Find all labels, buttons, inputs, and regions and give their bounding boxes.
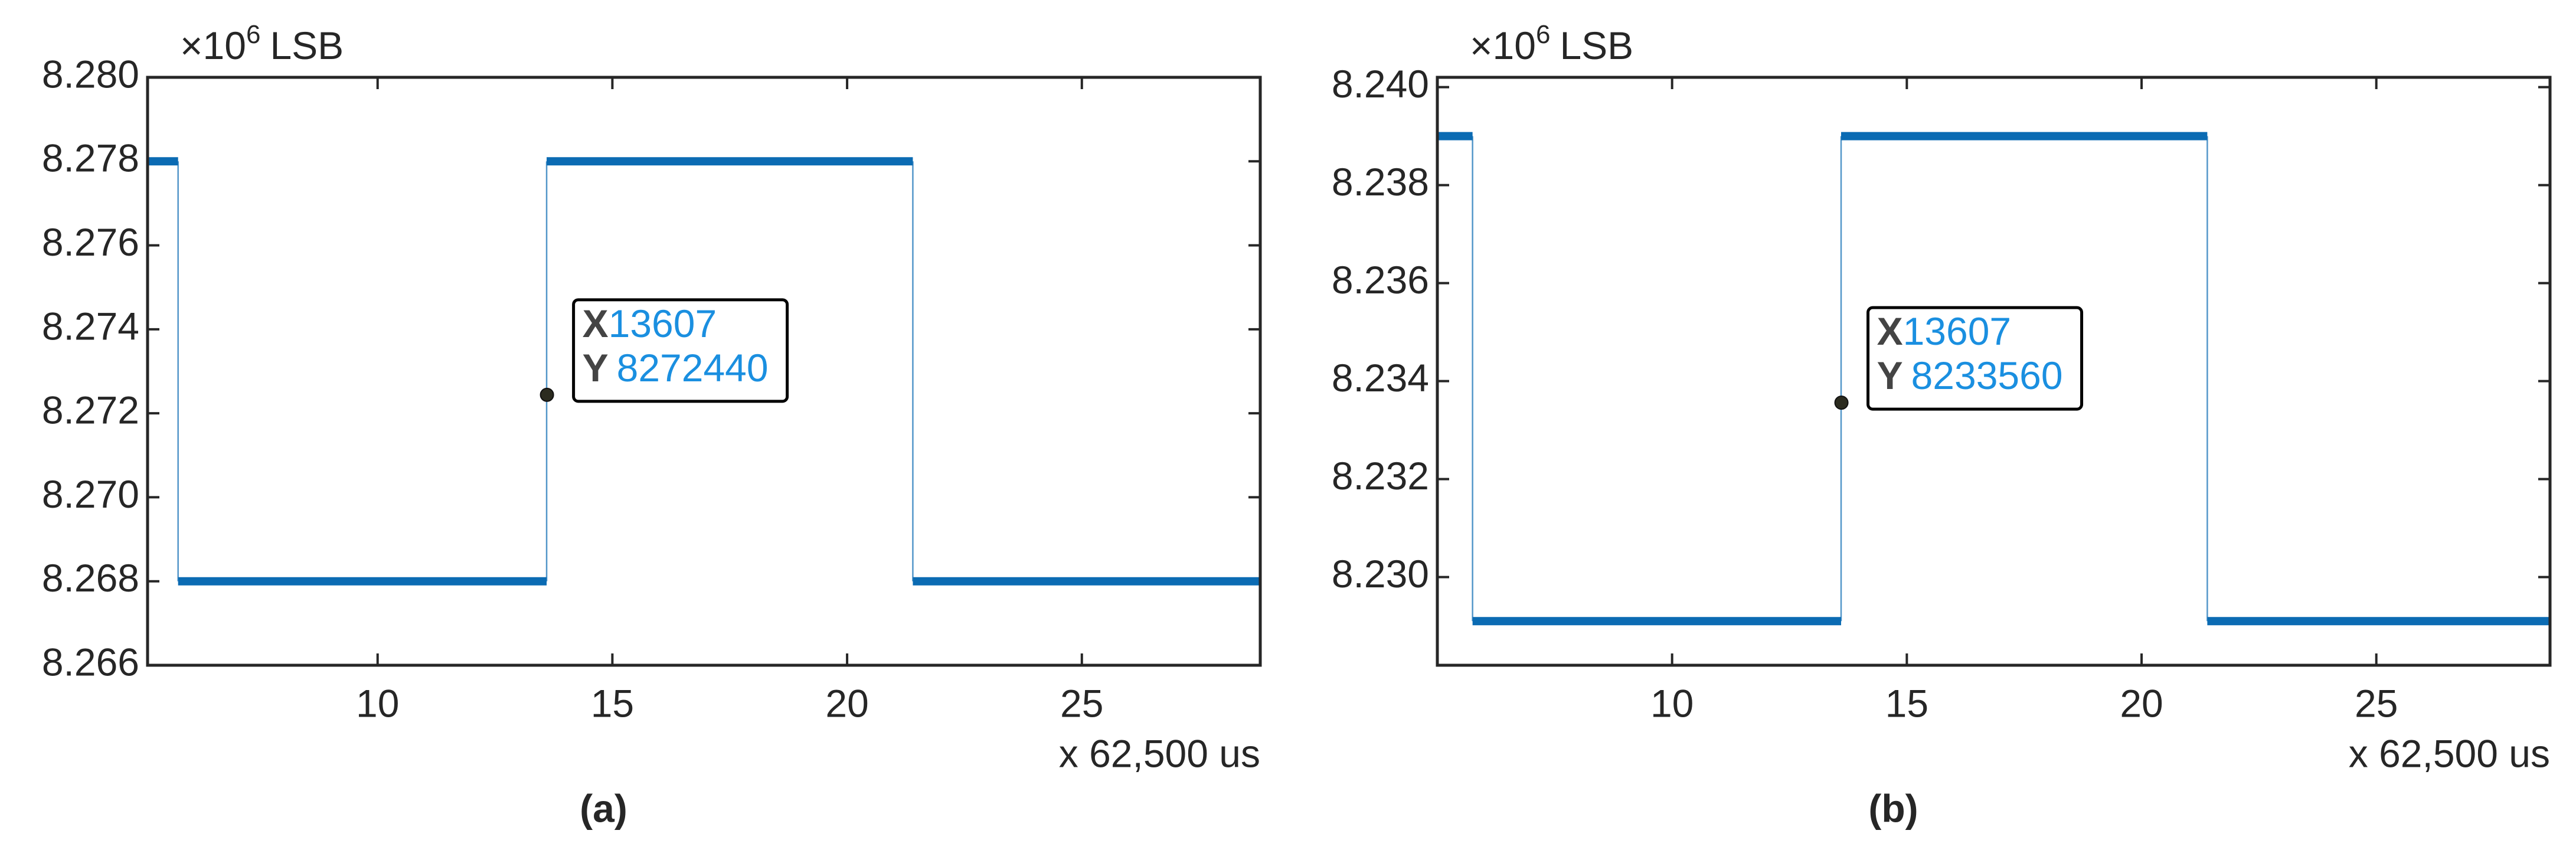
- axes-box: [1436, 76, 2552, 667]
- exponent: 6: [246, 20, 260, 49]
- datatip-point: [1834, 395, 1849, 410]
- x-tick-label: 15: [1885, 681, 1928, 725]
- y-tick-label: 8.234: [1332, 356, 1429, 400]
- x-tick-label: 20: [2120, 681, 2163, 725]
- datatip-y-text: 8233560: [1911, 354, 2063, 398]
- datatip-y-text: 8272440: [617, 346, 769, 390]
- x-tick-label: 25: [1060, 681, 1103, 725]
- x-tick-label: 20: [825, 681, 868, 725]
- x-tick-label: 15: [591, 681, 634, 725]
- datatip-y-name: Y: [1877, 354, 1903, 398]
- datatip-point: [540, 387, 554, 402]
- datatip-x: X13607: [583, 302, 717, 345]
- unit: LSB: [1560, 24, 1633, 67]
- y-tick-label: 8.274: [42, 304, 139, 348]
- y-tick-label: 8.278: [42, 136, 139, 180]
- y-axis-multiplier: ×106 LSB: [1470, 20, 1633, 68]
- datatip-x-name: X: [583, 302, 609, 345]
- y-tick-label: 8.232: [1332, 454, 1429, 498]
- datatip-x-name: X: [1877, 310, 1903, 354]
- x-tick-label: 10: [356, 681, 399, 725]
- axes-box: [146, 76, 1262, 667]
- caption: (b): [1868, 786, 1918, 830]
- y-tick-label: 8.280: [42, 52, 139, 96]
- y-tick-label: 8.238: [1332, 160, 1429, 204]
- datatip-y-name: Y: [583, 346, 609, 390]
- y-tick-label: 8.268: [42, 556, 139, 600]
- exponent: 6: [1536, 20, 1550, 49]
- y-tick-label: 8.276: [42, 220, 139, 264]
- unit: LSB: [270, 24, 344, 67]
- y-axis-multiplier: ×106 LSB: [180, 20, 344, 68]
- y-tick-label: 8.272: [42, 388, 139, 432]
- y-tick-label: 8.236: [1332, 258, 1429, 302]
- datatip-box: [1866, 306, 2084, 411]
- plot-lines: [1437, 132, 2550, 626]
- datatip-y: Y 8272440: [583, 346, 769, 390]
- datatip-x-text: 13607: [1903, 310, 2012, 354]
- y-tick-label: 8.230: [1332, 552, 1429, 596]
- x-tick-label: 25: [2355, 681, 2398, 725]
- multiplier: ×10: [180, 24, 246, 67]
- multiplier: ×10: [1470, 24, 1536, 67]
- plot-lines: [148, 157, 1260, 586]
- datatip-x-text: 13607: [609, 302, 717, 345]
- y-tick-label: 8.270: [42, 472, 139, 516]
- y-tick-label: 8.240: [1332, 62, 1429, 106]
- x-axis-label: x 62,500 us: [2349, 731, 2550, 775]
- datatip-box: [572, 298, 789, 403]
- x-tick-label: 10: [1650, 681, 1694, 725]
- datatip-x: X13607: [1877, 310, 2012, 354]
- x-axis-label: x 62,500 us: [1059, 731, 1260, 775]
- caption: (a): [580, 786, 627, 830]
- datatip-y: Y 8233560: [1877, 354, 2063, 398]
- y-tick-label: 8.266: [42, 640, 139, 684]
